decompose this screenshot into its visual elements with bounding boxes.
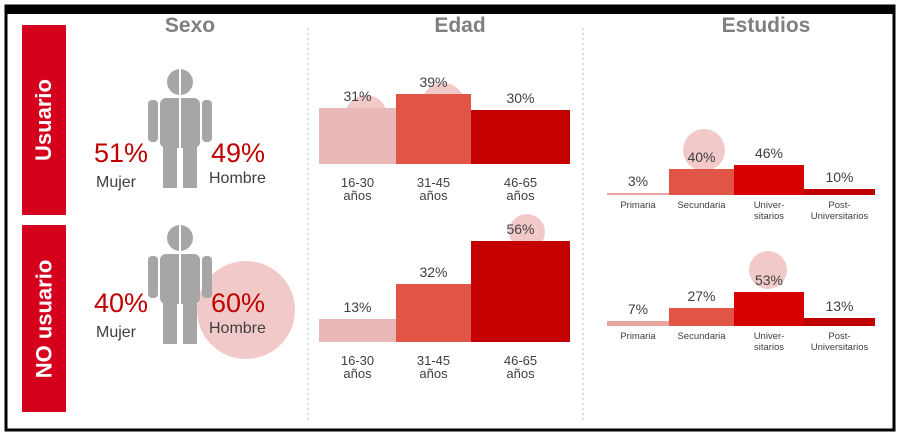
top-band <box>6 6 894 14</box>
chart-title: Estudios <box>721 14 811 37</box>
bar <box>607 193 669 195</box>
bar <box>471 110 570 164</box>
value-label: 40% <box>687 149 716 165</box>
bar <box>396 93 471 164</box>
bar <box>734 165 804 195</box>
value-label: 13% <box>825 297 854 314</box>
value-label: 32% <box>419 264 448 281</box>
chart-title: Edad <box>434 14 486 37</box>
category-label: 16-30 años <box>340 353 375 381</box>
value-label: 13% <box>343 298 372 315</box>
category-label: Post- Universitarios <box>810 331 869 353</box>
bar <box>607 321 669 326</box>
bar <box>734 291 804 326</box>
category-label: Primaria <box>620 200 656 211</box>
percent-label: 51% <box>94 138 149 168</box>
bar <box>804 317 875 326</box>
category-label: 46-65 años <box>503 353 538 381</box>
row-label: Usuario <box>22 25 66 215</box>
row-label-text: Usuario <box>31 79 57 161</box>
category-label: 31-45 años <box>416 175 451 203</box>
category-label: Post- Universitarios <box>810 200 869 222</box>
category-label: Mujer <box>96 174 137 191</box>
value-label: 39% <box>419 73 448 90</box>
category-label: Hombre <box>209 170 266 187</box>
row-label: NO usuario <box>22 225 66 412</box>
percent-label: 49% <box>211 138 266 168</box>
category-label: Univer- sitarios <box>753 200 785 222</box>
category-label: Secundaria <box>677 200 726 211</box>
value-label: 3% <box>627 173 649 190</box>
value-label: 31% <box>343 88 372 105</box>
person-icon <box>148 224 212 344</box>
bar <box>319 108 396 164</box>
bar <box>471 241 570 342</box>
category-label: Mujer <box>96 324 137 341</box>
value-label: 10% <box>825 168 854 185</box>
category-label: Hombre <box>209 320 266 337</box>
value-label: 7% <box>627 301 649 318</box>
value-label: 53% <box>754 271 784 288</box>
value-label: 30% <box>506 90 535 106</box>
value-label: 56% <box>506 221 535 238</box>
category-label: Secundaria <box>677 331 726 342</box>
category-label: 46-65 años <box>503 175 538 203</box>
bar <box>804 188 875 195</box>
percent-label: 40% <box>94 288 149 318</box>
category-label: 16-30 años <box>340 175 375 203</box>
person-icon <box>148 68 212 188</box>
bar <box>319 318 396 342</box>
row-label-text: NO usuario <box>31 259 57 378</box>
category-label: Primaria <box>620 331 656 342</box>
percent-label: 60% <box>211 288 266 318</box>
category-label: Univer- sitarios <box>753 331 785 353</box>
value-label: 27% <box>687 288 716 305</box>
bar <box>669 308 734 326</box>
bar <box>669 169 734 195</box>
category-label: 31-45 años <box>416 353 451 381</box>
value-label: 46% <box>754 145 784 162</box>
bar <box>396 284 471 342</box>
chart-title: Sexo <box>164 14 216 37</box>
